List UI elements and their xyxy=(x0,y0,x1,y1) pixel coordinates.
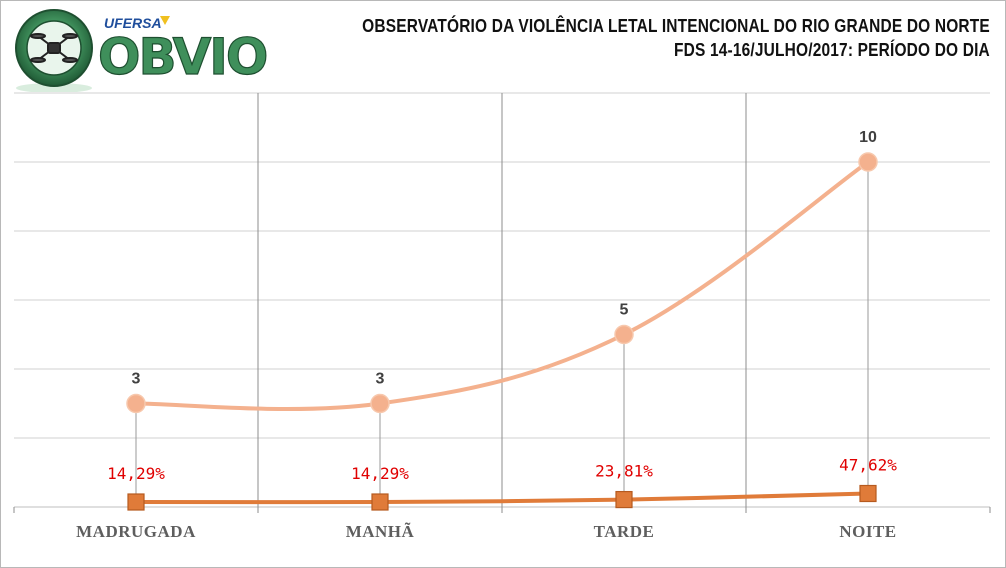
drone-icon xyxy=(30,33,78,63)
logo-graphic: OBVIO UFERSA xyxy=(15,9,269,93)
category-label: NOITE xyxy=(839,522,896,541)
percent-series-line xyxy=(134,491,870,505)
percent-point xyxy=(859,484,877,503)
obvio-wordmark: OBVIO xyxy=(97,27,269,86)
title-line-2: FDS 14-16/JULHO/2017: PERÍODO DO DIA xyxy=(674,40,990,60)
count-data-label: 5 xyxy=(620,302,629,319)
count-series-line xyxy=(134,160,870,412)
percent-point xyxy=(615,490,633,509)
category-label: MANHÃ xyxy=(346,522,415,541)
svg-text:UFERSA: UFERSA xyxy=(104,15,162,31)
percent-point xyxy=(127,493,145,511)
count-point xyxy=(126,393,146,414)
title-line-1: OBSERVATÓRIO DA VIOLÊNCIA LETAL INTENCIO… xyxy=(362,16,990,36)
percent-data-label: 14,29% xyxy=(351,464,409,483)
count-data-label: 3 xyxy=(376,371,385,388)
obvio-logo: OBVIO UFERSA xyxy=(14,8,276,93)
chart-title: OBSERVATÓRIO DA VIOLÊNCIA LETAL INTENCIO… xyxy=(362,14,990,62)
count-data-label: 10 xyxy=(859,129,877,146)
ufersa-mark: UFERSA xyxy=(104,15,170,31)
percent-data-label: 23,81% xyxy=(595,462,653,481)
percent-data-label: 47,62% xyxy=(839,456,897,475)
percent-data-label: 14,29% xyxy=(107,464,165,483)
category-label: TARDE xyxy=(594,522,655,541)
count-point xyxy=(858,152,878,172)
percent-point xyxy=(371,493,389,511)
category-label: MADRUGADA xyxy=(76,522,196,541)
count-data-label: 3 xyxy=(132,371,141,388)
count-point xyxy=(370,393,390,414)
count-point xyxy=(614,324,634,345)
svg-text:OBVIO: OBVIO xyxy=(98,28,266,86)
